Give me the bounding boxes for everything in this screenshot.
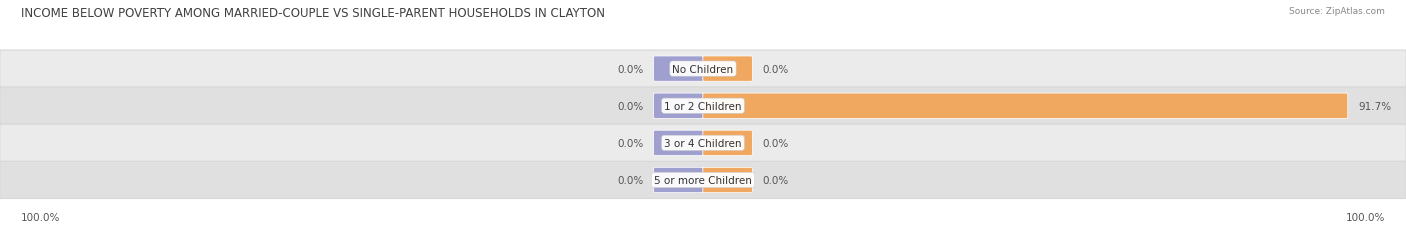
Text: 100.0%: 100.0% xyxy=(1346,212,1385,222)
Text: 0.0%: 0.0% xyxy=(617,64,644,74)
Text: Source: ZipAtlas.com: Source: ZipAtlas.com xyxy=(1289,7,1385,16)
FancyBboxPatch shape xyxy=(703,168,752,193)
FancyBboxPatch shape xyxy=(654,168,703,193)
Text: No Children: No Children xyxy=(672,64,734,74)
FancyBboxPatch shape xyxy=(0,162,1406,199)
Text: 0.0%: 0.0% xyxy=(762,64,789,74)
FancyBboxPatch shape xyxy=(654,57,703,82)
Text: 5 or more Children: 5 or more Children xyxy=(654,175,752,185)
Text: 0.0%: 0.0% xyxy=(762,175,789,185)
FancyBboxPatch shape xyxy=(703,94,1348,119)
Text: 3 or 4 Children: 3 or 4 Children xyxy=(664,138,742,148)
FancyBboxPatch shape xyxy=(0,88,1406,125)
Text: 1 or 2 Children: 1 or 2 Children xyxy=(664,101,742,111)
Text: 0.0%: 0.0% xyxy=(617,138,644,148)
Text: 0.0%: 0.0% xyxy=(617,175,644,185)
FancyBboxPatch shape xyxy=(654,94,703,119)
FancyBboxPatch shape xyxy=(703,57,752,82)
FancyBboxPatch shape xyxy=(0,51,1406,88)
FancyBboxPatch shape xyxy=(0,125,1406,162)
Text: 100.0%: 100.0% xyxy=(21,212,60,222)
Text: 0.0%: 0.0% xyxy=(762,138,789,148)
FancyBboxPatch shape xyxy=(703,131,752,156)
Text: 91.7%: 91.7% xyxy=(1358,101,1392,111)
Text: INCOME BELOW POVERTY AMONG MARRIED-COUPLE VS SINGLE-PARENT HOUSEHOLDS IN CLAYTON: INCOME BELOW POVERTY AMONG MARRIED-COUPL… xyxy=(21,7,605,20)
FancyBboxPatch shape xyxy=(654,131,703,156)
Text: 0.0%: 0.0% xyxy=(617,101,644,111)
